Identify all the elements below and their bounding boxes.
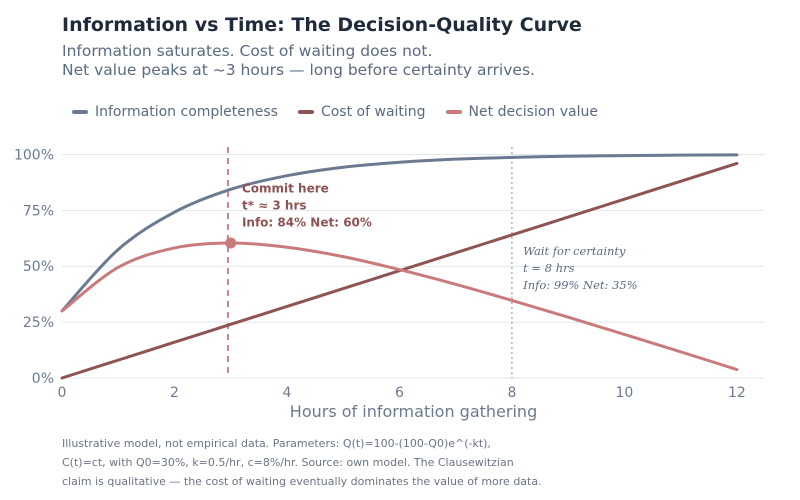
legend-label-net: Net decision value — [468, 104, 598, 120]
y-tick-label: 0% — [32, 371, 54, 387]
commit-annotation-line: t* ≈ 3 hrs — [242, 198, 307, 212]
legend-swatch-information — [72, 110, 88, 114]
chart-subtitle: Information saturates. Cost of waiting d… — [62, 42, 535, 80]
y-tick-label: 50% — [23, 259, 54, 275]
x-tick-label: 12 — [728, 385, 746, 401]
x-tick-label: 10 — [615, 385, 633, 401]
legend-label-information: Information completeness — [95, 104, 278, 120]
legend-item-net: Net decision value — [445, 104, 598, 120]
legend-swatch-cost — [297, 110, 314, 114]
commit-annotation-line: Commit here — [242, 181, 329, 195]
caption-line-2: C(t)=ct, with Q0=30%, k=0.5/hr, c=8%/hr.… — [62, 456, 514, 469]
y-tick-label: 75% — [23, 203, 54, 219]
subtitle-line-2: Net value peaks at ~3 hours — long befor… — [62, 61, 535, 79]
y-tick-label: 100% — [14, 147, 54, 163]
commit-annotation-line: Info: 84% Net: 60% — [242, 215, 372, 229]
x-tick-label: 4 — [282, 385, 291, 401]
certainty-annotation-line: t = 8 hrs — [523, 261, 574, 275]
x-tick-label: 0 — [58, 385, 67, 401]
caption-line-1: Illustrative model, not empirical data. … — [62, 437, 491, 450]
series-line-net — [60, 241, 739, 372]
caption-line-3: claim is qualitative — the cost of waiti… — [62, 475, 542, 488]
legend-swatch-net — [445, 110, 462, 114]
chart-title: Information vs Time: The Decision-Qualit… — [62, 14, 582, 36]
caption: Illustrative model, not empirical data. … — [62, 434, 542, 491]
x-tick-label: 8 — [507, 385, 516, 401]
optimum-marker — [225, 237, 237, 249]
certainty-annotation-line: Info: 99% Net: 35% — [522, 278, 638, 292]
subtitle-line-1: Information saturates. Cost of waiting d… — [62, 42, 433, 60]
x-tick-label: 2 — [170, 385, 179, 401]
legend-item-cost: Cost of waiting — [297, 104, 426, 120]
x-tick-label: 6 — [395, 385, 404, 401]
x-axis-label: Hours of information gathering — [290, 402, 537, 421]
series-line-information — [60, 153, 739, 313]
certainty-annotation-line: Wait for certainty — [523, 244, 626, 258]
legend-label-cost: Cost of waiting — [320, 104, 426, 120]
legend-item-information: Information completeness — [72, 104, 278, 120]
y-tick-label: 25% — [23, 315, 54, 331]
legend: Information completeness Cost of waiting… — [72, 104, 618, 120]
